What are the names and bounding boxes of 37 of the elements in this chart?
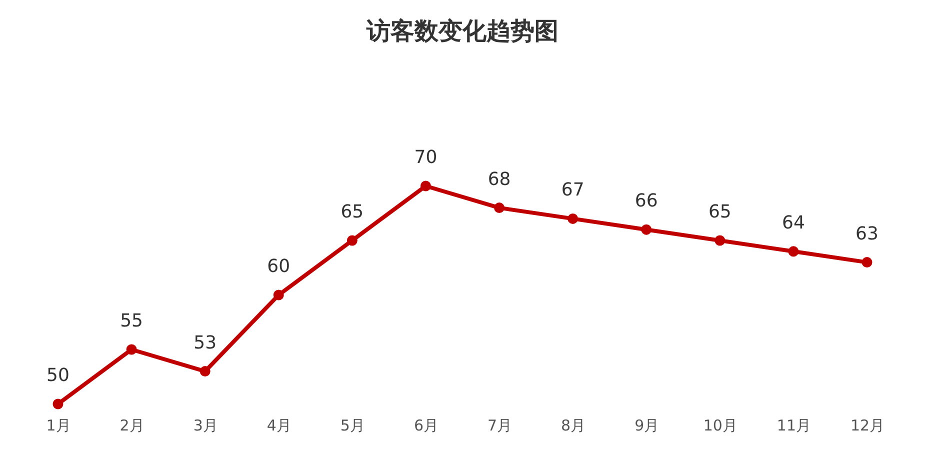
x-tick-label: 10月 bbox=[703, 416, 738, 434]
x-tick-label: 9月 bbox=[634, 416, 660, 434]
point bbox=[200, 366, 210, 377]
x-tick-label: 8月 bbox=[561, 416, 586, 434]
x-tick-label: 6月 bbox=[414, 416, 438, 434]
data-label: 53 bbox=[194, 332, 217, 354]
data-label: 65 bbox=[340, 202, 364, 222]
point bbox=[714, 235, 726, 246]
x-tick-label: 2月 bbox=[120, 416, 144, 434]
data-label: 50 bbox=[46, 365, 70, 386]
data-label: 55 bbox=[120, 310, 143, 332]
x-tick-label: 5月 bbox=[340, 416, 365, 434]
data-label: 67 bbox=[561, 180, 584, 201]
chart-title: 访客数变化趋势图 bbox=[366, 17, 558, 45]
point bbox=[494, 202, 505, 214]
x-tick-label: 1月 bbox=[46, 416, 71, 434]
point bbox=[126, 344, 137, 355]
data-label: 70 bbox=[414, 147, 438, 168]
point bbox=[273, 290, 284, 300]
point bbox=[641, 224, 652, 235]
point bbox=[788, 246, 799, 257]
x-tick-label: 11月 bbox=[776, 416, 811, 434]
data-label: 60 bbox=[267, 256, 290, 277]
data-label: 68 bbox=[488, 168, 511, 190]
point bbox=[862, 257, 872, 268]
data-label: 64 bbox=[782, 212, 805, 234]
data-label: 66 bbox=[634, 190, 658, 212]
data-label: 65 bbox=[708, 202, 732, 222]
point bbox=[568, 213, 578, 224]
point bbox=[420, 180, 431, 192]
point bbox=[346, 235, 358, 246]
x-tick-label: 3月 bbox=[193, 416, 218, 434]
x-tick-label: 4月 bbox=[266, 416, 292, 434]
x-tick-label: 7月 bbox=[488, 416, 512, 434]
x-tick-label: 12月 bbox=[850, 416, 885, 434]
point bbox=[52, 398, 64, 410]
data-label: 63 bbox=[856, 223, 878, 244]
